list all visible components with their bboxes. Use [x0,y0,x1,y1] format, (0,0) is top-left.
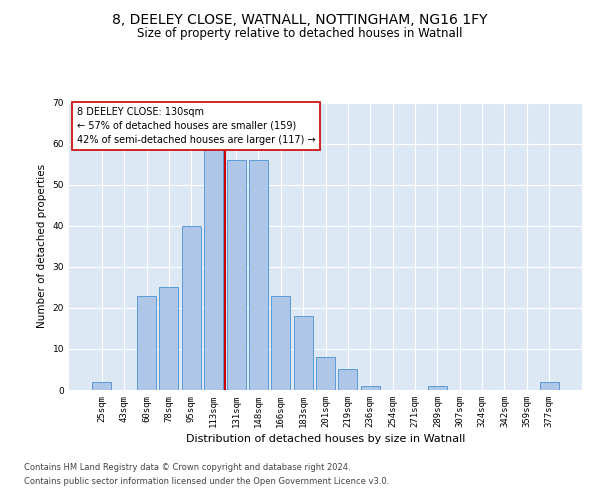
Bar [182,226,201,390]
Bar [361,386,380,390]
Y-axis label: Number of detached properties: Number of detached properties [37,164,47,328]
Bar [227,160,245,390]
Text: Contains HM Land Registry data © Crown copyright and database right 2024.: Contains HM Land Registry data © Crown c… [24,464,350,472]
Bar [428,386,447,390]
Bar [271,296,290,390]
Bar [204,148,223,390]
Bar [316,357,335,390]
Text: Size of property relative to detached houses in Watnall: Size of property relative to detached ho… [137,28,463,40]
Text: 8 DEELEY CLOSE: 130sqm
← 57% of detached houses are smaller (159)
42% of semi-de: 8 DEELEY CLOSE: 130sqm ← 57% of detached… [77,107,316,145]
X-axis label: Distribution of detached houses by size in Watnall: Distribution of detached houses by size … [186,434,465,444]
Bar [137,296,156,390]
Text: Contains public sector information licensed under the Open Government Licence v3: Contains public sector information licen… [24,477,389,486]
Bar [160,288,178,390]
Bar [92,382,112,390]
Bar [249,160,268,390]
Bar [338,370,358,390]
Bar [539,382,559,390]
Text: 8, DEELEY CLOSE, WATNALL, NOTTINGHAM, NG16 1FY: 8, DEELEY CLOSE, WATNALL, NOTTINGHAM, NG… [112,12,488,26]
Bar [293,316,313,390]
